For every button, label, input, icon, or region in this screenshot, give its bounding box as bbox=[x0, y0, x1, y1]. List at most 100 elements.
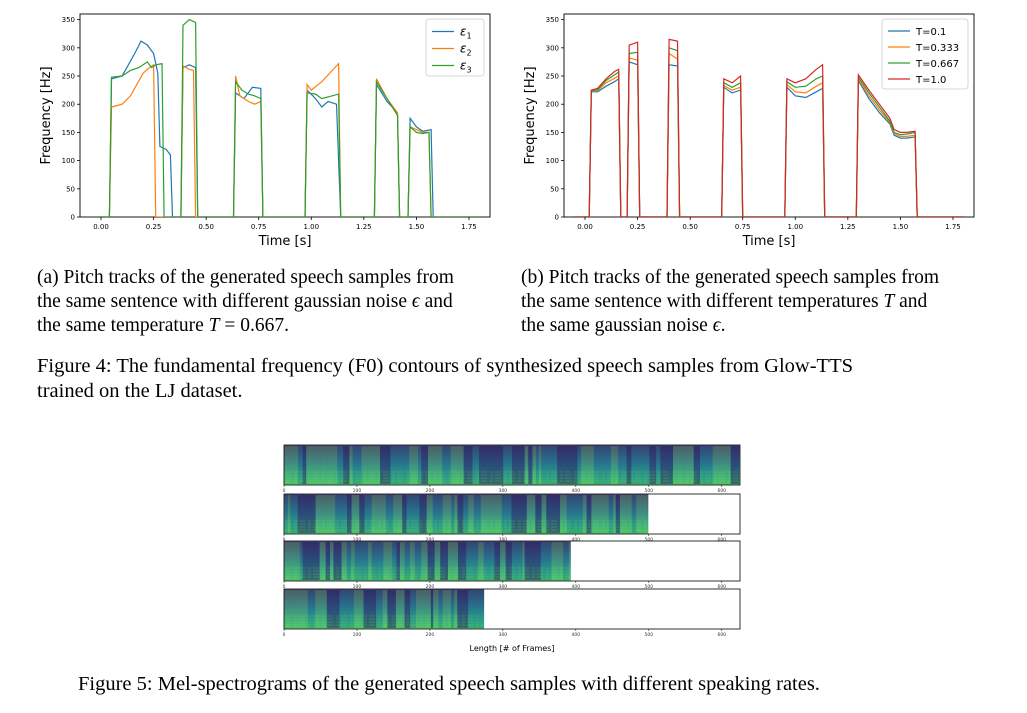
spectrogram-band bbox=[463, 446, 473, 484]
spectrogram-band bbox=[639, 446, 645, 484]
spectrogram-band bbox=[480, 590, 484, 628]
spectrogram-band bbox=[457, 495, 464, 533]
spectrogram-band bbox=[421, 542, 428, 580]
spectrogram-band bbox=[296, 542, 300, 580]
spectrogram-band bbox=[546, 495, 553, 533]
spectrogram-band bbox=[503, 446, 512, 484]
legend-entry: T=0.333 bbox=[915, 43, 959, 54]
spectrogram-band bbox=[351, 542, 355, 580]
x-tick-label: 200 bbox=[426, 632, 435, 638]
spectrogram-band bbox=[309, 495, 316, 533]
spectrogram-band bbox=[593, 446, 597, 484]
spectrogram-band bbox=[364, 495, 372, 533]
spectrogram-band bbox=[380, 446, 384, 484]
x-tick-label: 400 bbox=[572, 584, 581, 590]
spectrogram-band bbox=[445, 542, 448, 580]
spectrogram-band bbox=[335, 495, 342, 533]
spectrogram-band bbox=[627, 495, 632, 533]
spectrogram-band bbox=[547, 542, 552, 580]
x-tick-label: 500 bbox=[645, 488, 654, 494]
spectrogram-band bbox=[315, 495, 323, 533]
x-tick-label: 600 bbox=[717, 488, 726, 494]
spectrogram-band bbox=[493, 495, 502, 533]
x-tick-label: 300 bbox=[499, 537, 508, 543]
spectrogram-band bbox=[419, 495, 427, 533]
spectrogram-band bbox=[483, 542, 490, 580]
spectrogram-band bbox=[541, 495, 547, 533]
spectrogram-band bbox=[519, 446, 525, 484]
caption-a-line-1: (a) Pitch tracks of the generated speech… bbox=[37, 267, 454, 288]
spectrogram-band bbox=[397, 590, 405, 628]
spectrogram-band bbox=[524, 446, 529, 484]
spectrogram-band bbox=[426, 495, 433, 533]
spectrogram-band bbox=[330, 542, 334, 580]
spectrogram-band bbox=[597, 495, 603, 533]
spectrogram-band bbox=[486, 446, 495, 484]
spectrogram-band bbox=[315, 590, 322, 628]
spectrogram-band bbox=[372, 590, 377, 628]
spectrogram-band bbox=[314, 446, 321, 484]
x-tick-label: 0 bbox=[283, 537, 286, 543]
spectrogram-band bbox=[672, 446, 677, 484]
spectrogram-band bbox=[591, 495, 598, 533]
spectrogram-band bbox=[511, 542, 515, 580]
x-tick-label: 0.50 bbox=[198, 223, 214, 231]
spectrogram-band bbox=[522, 542, 525, 580]
spectrogram-band bbox=[424, 590, 431, 628]
spectrogram-band bbox=[297, 446, 303, 484]
spectrogram-band bbox=[368, 542, 372, 580]
spectrogram-band bbox=[559, 542, 564, 580]
x-tick-label: 400 bbox=[572, 632, 581, 638]
spectrogram-band bbox=[304, 495, 310, 533]
caption-b: (b) Pitch tracks of the generated speech… bbox=[521, 266, 991, 338]
x-axis-label: Time [s] bbox=[742, 234, 796, 249]
spectrogram-band bbox=[385, 495, 391, 533]
x-tick-label: 600 bbox=[717, 537, 726, 543]
x-tick-label: 100 bbox=[353, 537, 362, 543]
x-tick-label: 300 bbox=[499, 488, 508, 494]
spectrogram-band bbox=[640, 495, 648, 533]
y-tick-label: 50 bbox=[550, 185, 559, 193]
spectrogram-band bbox=[321, 590, 327, 628]
spectrogram-band bbox=[480, 495, 486, 533]
spectrogram-band bbox=[334, 590, 340, 628]
spectrogram-band bbox=[376, 590, 383, 628]
y-axis-label: Frequency [Hz] bbox=[523, 66, 538, 164]
spectrogram-band bbox=[351, 495, 360, 533]
legend-entry: T=0.1 bbox=[915, 27, 946, 38]
y-tick-label: 50 bbox=[66, 185, 75, 193]
spectrogram-band bbox=[626, 446, 632, 484]
x-tick-label: 500 bbox=[645, 584, 654, 590]
spectrogram-band bbox=[289, 542, 297, 580]
spectrogram-band bbox=[285, 542, 290, 580]
spectrogram-band bbox=[613, 495, 616, 533]
spectrogram-band bbox=[388, 542, 393, 580]
spectrogram-band bbox=[602, 495, 609, 533]
caption-b-line-2a: the same sentence with different tempera… bbox=[521, 291, 884, 312]
spectrogram-band bbox=[392, 542, 397, 580]
spectrogram-band bbox=[500, 542, 506, 580]
spectrogram-panel: 0 100 200 300 400 500 600 bbox=[283, 588, 741, 638]
spectrogram-band bbox=[393, 495, 396, 533]
spectrogram-band bbox=[501, 495, 508, 533]
spectrogram-band bbox=[631, 495, 637, 533]
spectrogram-band bbox=[706, 446, 713, 484]
spectrogram-band bbox=[567, 446, 576, 484]
spectrogram-band bbox=[440, 590, 443, 628]
spectrogram-band bbox=[415, 590, 425, 628]
caption-a-line-2a: the same sentence with different gaussia… bbox=[37, 291, 412, 312]
spectrogram-band bbox=[618, 446, 627, 484]
x-tick-label: 300 bbox=[499, 584, 508, 590]
x-tick-label: 1.50 bbox=[409, 223, 425, 231]
spectrogram-band bbox=[395, 590, 398, 628]
symbol-epsilon: ϵ bbox=[712, 315, 721, 336]
y-tick-label: 250 bbox=[546, 73, 559, 81]
spectrogram-band bbox=[560, 495, 567, 533]
spectrogram-band bbox=[339, 590, 347, 628]
y-tick-label: 250 bbox=[62, 73, 75, 81]
spectrogram-band bbox=[456, 446, 464, 484]
x-tick-label: 200 bbox=[426, 584, 435, 590]
y-tick-label: 0 bbox=[71, 214, 75, 222]
spectrogram-band bbox=[430, 590, 434, 628]
spectrogram-band bbox=[463, 495, 469, 533]
